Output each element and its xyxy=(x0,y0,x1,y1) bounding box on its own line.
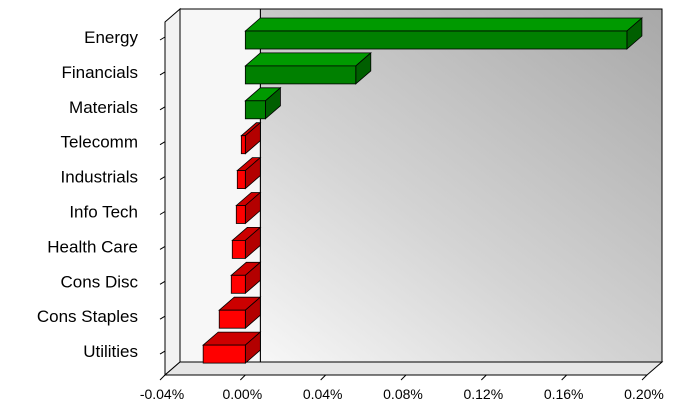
bar-front-face xyxy=(244,65,357,85)
category-label: Health Care xyxy=(47,237,138,256)
bar-top-face xyxy=(244,17,643,32)
x-tick xyxy=(561,374,568,381)
y-tick xyxy=(159,280,166,285)
category-label: Materials xyxy=(69,98,138,117)
bar-health-care xyxy=(231,226,262,260)
category-labels: Energy Financials Materials Telecomm Industr… xyxy=(37,28,139,361)
x-tick xyxy=(400,374,407,381)
bar-industrials xyxy=(236,156,262,190)
y-tick xyxy=(159,141,166,146)
y-tick xyxy=(159,106,166,111)
bar-front-face xyxy=(202,344,246,364)
left-wall xyxy=(164,7,181,377)
x-tick-label: 0.12% xyxy=(463,386,503,402)
bar-front-face xyxy=(244,100,266,120)
bar-top-face xyxy=(244,52,372,67)
bar-front-face xyxy=(230,274,246,294)
bar-cons-disc xyxy=(230,261,262,295)
x-tick-label: 0.20% xyxy=(624,386,664,402)
bar-front-face xyxy=(236,170,246,190)
bar-energy xyxy=(244,17,643,50)
x-tick-labels: -0.04% 0.00% 0.04% 0.08% 0.12% 0.16% 0.20% xyxy=(140,386,664,402)
x-tick xyxy=(159,374,166,381)
x-tick-label: 0.00% xyxy=(222,386,262,402)
bar-info-tech xyxy=(235,191,262,225)
bar-front-face xyxy=(231,239,246,259)
bar-cons-staples xyxy=(218,296,262,330)
bar-telecomm xyxy=(240,121,262,155)
y-tick xyxy=(159,176,166,181)
y-tick xyxy=(159,315,166,320)
x-tick-label: 0.08% xyxy=(383,386,423,402)
bar-utilities xyxy=(202,331,262,364)
category-label: Cons Staples xyxy=(37,307,138,326)
category-label: Energy xyxy=(84,28,138,47)
y-tick xyxy=(159,211,166,215)
category-label: Telecomm xyxy=(61,133,138,152)
category-label: Info Tech xyxy=(69,203,138,222)
bar-front-face xyxy=(235,205,246,224)
bar-materials xyxy=(244,86,282,120)
plot-walls xyxy=(159,7,664,381)
category-label: Utilities xyxy=(83,342,138,361)
x-tick-label: -0.04% xyxy=(140,386,184,402)
floor xyxy=(163,361,664,376)
y-tick xyxy=(159,245,166,250)
y-tick xyxy=(159,350,166,355)
y-tick xyxy=(159,71,166,76)
bar-front-face xyxy=(240,135,246,155)
x-tick xyxy=(320,374,327,381)
category-label: Cons Disc xyxy=(61,272,139,291)
x-tick xyxy=(239,374,246,381)
y-tick xyxy=(159,36,166,41)
bar-front-face xyxy=(218,309,246,329)
x-tick-label: 0.16% xyxy=(544,386,584,402)
bar-financials xyxy=(244,52,372,85)
bars xyxy=(202,17,643,364)
x-tick xyxy=(480,374,487,381)
x-tick xyxy=(641,374,648,381)
x-tick-label: 0.04% xyxy=(303,386,343,402)
category-label: Financials xyxy=(61,63,138,82)
bar-front-face xyxy=(244,30,628,50)
category-label: Industrials xyxy=(61,168,138,187)
